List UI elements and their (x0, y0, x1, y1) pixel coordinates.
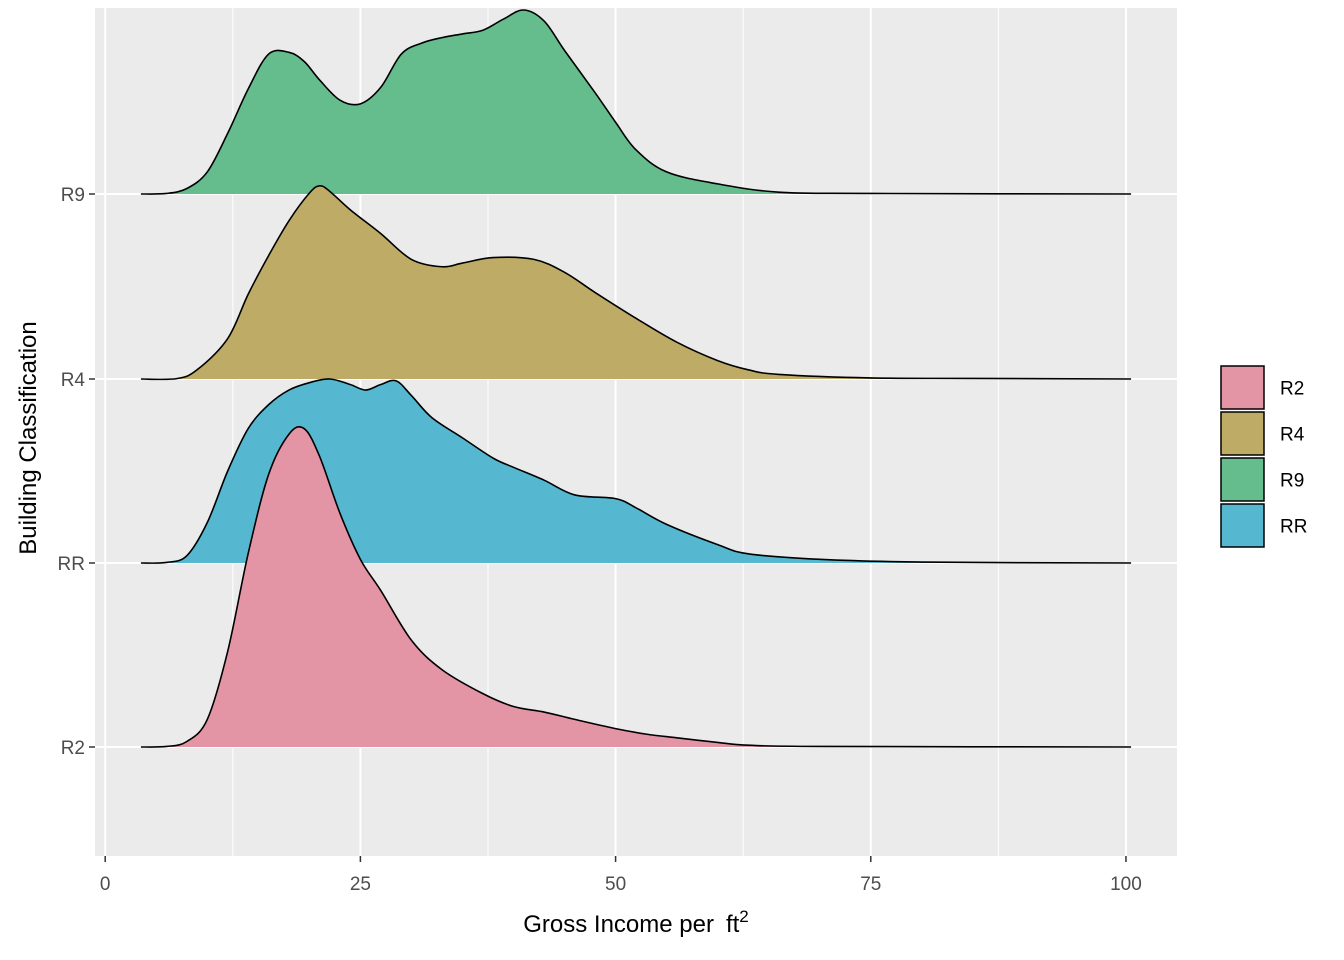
ridge-outline-r2 (140, 425, 1132, 748)
x-axis-title-text: Gross Income per (523, 911, 714, 938)
x-axis-title-superscript: 2 (739, 907, 748, 926)
x-tick-label: 50 (605, 874, 626, 895)
x-tick-label: 25 (350, 874, 371, 895)
ridge-r2 (140, 425, 1132, 748)
x-tick-label: 100 (1110, 874, 1142, 895)
legend-key (1220, 503, 1265, 548)
legend: R2 R4 R9 RR (1220, 365, 1307, 548)
legend-key (1220, 365, 1265, 410)
ridge-rr (140, 378, 1132, 564)
ridge-fill-r2 (140, 426, 1132, 748)
y-tick-label: RR (58, 554, 85, 575)
y-axis: R2 RR R4 R9 (58, 185, 95, 759)
legend-label: R4 (1280, 425, 1305, 446)
x-axis-title-unit: ft (726, 911, 740, 938)
ridge-outline-r9 (140, 9, 1132, 195)
ridge-fill-r9 (140, 9, 1132, 195)
y-axis-title: Building Classification (15, 321, 42, 554)
legend-item-r9: R9 (1220, 457, 1304, 502)
ridge-fill-rr (140, 378, 1132, 564)
legend-label: R2 (1280, 379, 1304, 400)
legend-item-r4: R4 (1220, 411, 1305, 456)
ridge-outline-rr (140, 378, 1132, 564)
y-tick-label: R4 (61, 370, 86, 391)
legend-key (1220, 411, 1265, 456)
legend-label: RR (1280, 517, 1307, 538)
x-axis-title: Gross Income per ft2 (523, 907, 749, 938)
density-ridges (140, 9, 1132, 748)
y-tick-label: R2 (61, 738, 85, 759)
x-tick-label: 0 (100, 874, 111, 895)
legend-item-r2: R2 (1220, 365, 1304, 410)
x-tick-label: 75 (860, 874, 881, 895)
x-axis: 0 25 50 75 100 (100, 856, 1142, 895)
ridge-r4 (140, 184, 1132, 381)
legend-key (1220, 457, 1265, 502)
ridge-fill-r4 (140, 185, 1132, 380)
y-tick-label: R9 (61, 185, 85, 206)
ridge-r9 (140, 9, 1132, 195)
ridge-outline-r4 (140, 184, 1132, 381)
legend-label: R9 (1280, 471, 1304, 492)
legend-item-rr: RR (1220, 503, 1307, 548)
